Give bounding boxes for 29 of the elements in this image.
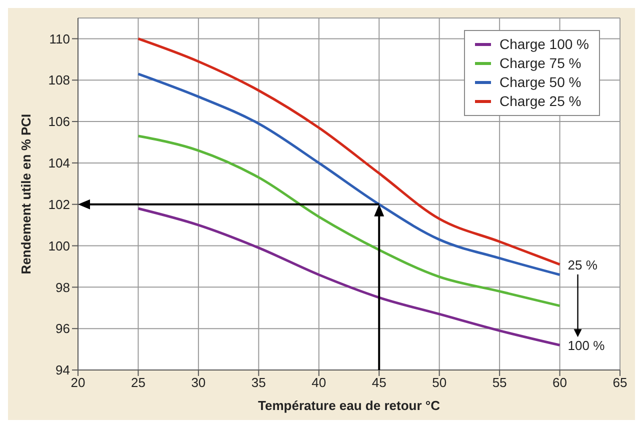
y-tick-label: 100 bbox=[48, 238, 70, 254]
legend-label: Charge 75 % bbox=[499, 54, 582, 73]
legend-label: Charge 50 % bbox=[499, 73, 582, 92]
annotation: 100 % bbox=[568, 338, 606, 354]
x-tick-label: 65 bbox=[612, 375, 628, 390]
line-series bbox=[136, 134, 562, 308]
y-tick-label: 108 bbox=[48, 72, 70, 88]
y-tick-label: 96 bbox=[56, 321, 70, 336]
x-tick-label: 50 bbox=[432, 375, 447, 390]
x-tick-label: 20 bbox=[70, 375, 86, 390]
y-tick-label: 94 bbox=[56, 362, 70, 378]
x-tick-label: 40 bbox=[312, 375, 326, 390]
y-tick-label: 104 bbox=[48, 156, 70, 171]
y-tick-label: 106 bbox=[48, 114, 70, 130]
y-tick-label: 110 bbox=[49, 31, 70, 46]
y-tick-label: 102 bbox=[48, 196, 70, 212]
annotation: 25 % bbox=[568, 257, 598, 272]
line-series bbox=[136, 207, 562, 346]
x-tick-label: 55 bbox=[492, 375, 507, 390]
x-tick-label: 60 bbox=[552, 375, 568, 390]
legend-label: Charge 100 % bbox=[499, 35, 589, 54]
x-tick-label: 45 bbox=[372, 375, 386, 390]
x-tick-label: 35 bbox=[251, 375, 266, 390]
y-axis-title: Rendement utile en % PCI bbox=[18, 114, 34, 274]
y-tick-label: 98 bbox=[56, 280, 70, 295]
x-tick-label: 25 bbox=[130, 375, 146, 390]
legend-label: Charge 25 % bbox=[499, 92, 582, 111]
x-tick-label: 30 bbox=[191, 375, 206, 390]
x-axis-title: Température eau de retour °C bbox=[258, 398, 441, 413]
